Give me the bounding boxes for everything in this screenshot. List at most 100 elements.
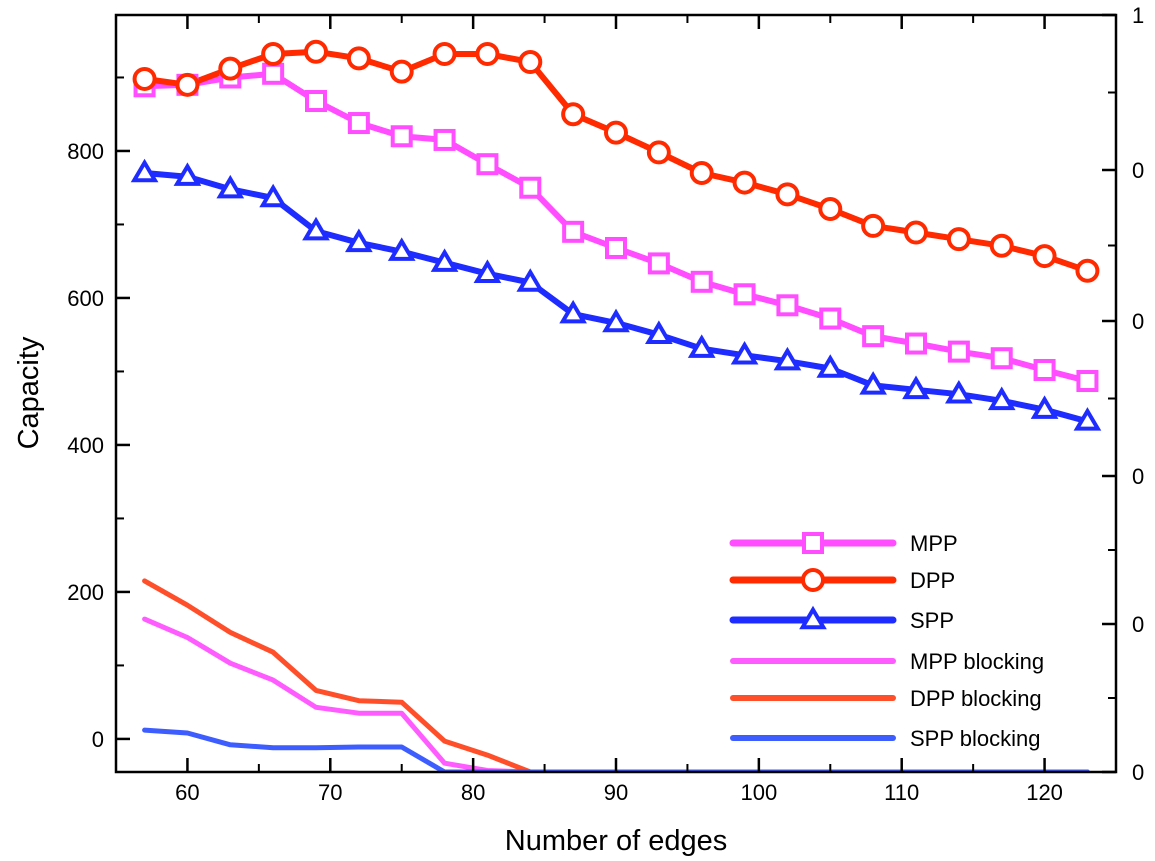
- data-point-spp: [859, 371, 887, 395]
- y-tick-label: 400: [67, 433, 104, 458]
- legend-marker-dpp: [801, 568, 825, 592]
- data-point-dpp: [346, 46, 371, 71]
- data-point-spp: [902, 375, 930, 400]
- x-tick-label: 120: [1026, 780, 1063, 805]
- data-point-mpp: [905, 332, 927, 355]
- data-point-spp: [302, 216, 330, 241]
- data-point-spp: [130, 158, 159, 183]
- x-axis-title: Number of edges: [505, 825, 727, 857]
- data-point-dpp: [175, 72, 200, 97]
- data-point-spp: [387, 237, 416, 261]
- y-tick-label: 800: [67, 139, 104, 164]
- legend-label-mpp-blocking: MPP blocking: [910, 649, 1044, 674]
- data-point-mpp: [819, 307, 842, 330]
- data-point-dpp: [132, 66, 157, 91]
- data-point-mpp: [476, 153, 499, 176]
- data-point-dpp: [389, 59, 414, 84]
- data-point-dpp: [604, 120, 628, 145]
- legend: MPP DPP SPP MPP blocking DPP blocking SPP blo…: [729, 531, 1044, 751]
- data-point-dpp: [689, 161, 714, 186]
- series-line-mpp-blocking: [142, 616, 1090, 772]
- legend-label-spp-blocking: SPP blocking: [910, 726, 1040, 751]
- data-point-dpp: [732, 170, 757, 195]
- data-point-spp: [173, 162, 202, 186]
- y-tick-label: 200: [67, 580, 104, 605]
- data-point-mpp: [733, 283, 756, 306]
- ticks-layer: [115, 13, 1117, 774]
- data-point-spp: [730, 340, 759, 365]
- data-point-spp: [216, 174, 245, 199]
- data-point-dpp: [304, 39, 328, 64]
- data-point-spp: [987, 386, 1016, 411]
- series-line-dpp-blocking: [142, 578, 1090, 772]
- right-tick-label: 0: [1132, 309, 1144, 334]
- data-point-dpp: [261, 41, 286, 66]
- data-point-mpp: [347, 112, 370, 135]
- data-point-mpp: [776, 294, 799, 317]
- series-layer: [130, 39, 1102, 772]
- data-point-mpp: [390, 125, 413, 148]
- right-tick-label: 0: [1132, 158, 1144, 183]
- data-point-mpp: [1076, 370, 1099, 393]
- data-point-dpp: [646, 140, 671, 165]
- data-point-dpp: [475, 41, 500, 66]
- data-point-spp: [645, 320, 673, 344]
- data-point-dpp: [818, 197, 843, 222]
- x-tick-label: 60: [175, 780, 199, 805]
- data-point-mpp: [690, 270, 713, 293]
- data-point-mpp: [947, 340, 970, 363]
- x-tick-label: 80: [461, 780, 485, 805]
- legend-label-dpp: DPP: [910, 568, 955, 593]
- data-point-mpp: [605, 236, 627, 259]
- legend-label-dpp-blocking: DPP blocking: [910, 686, 1042, 711]
- data-point-dpp: [861, 213, 886, 238]
- data-point-mpp: [519, 176, 542, 199]
- data-point-spp: [687, 334, 716, 358]
- data-point-dpp: [1032, 244, 1057, 269]
- x-tick-label: 110: [884, 780, 919, 805]
- legend-label-spp: SPP: [910, 608, 954, 633]
- data-point-mpp: [1033, 358, 1056, 381]
- series-line-mpp: [141, 70, 1091, 384]
- data-point-mpp: [647, 252, 670, 275]
- data-point-spp: [816, 354, 845, 378]
- data-point-dpp: [989, 233, 1014, 258]
- right-tick-label: 0: [1132, 760, 1144, 785]
- series-line-spp: [141, 170, 1091, 425]
- data-point-spp: [259, 183, 287, 208]
- x-tick-label: 70: [318, 780, 342, 805]
- data-point-dpp: [946, 227, 971, 252]
- right-tick-label: 0: [1132, 612, 1144, 637]
- data-point-mpp: [990, 347, 1013, 370]
- data-point-dpp: [561, 102, 586, 127]
- data-point-spp: [773, 346, 802, 371]
- data-point-dpp: [1075, 258, 1100, 283]
- data-point-spp: [945, 379, 973, 404]
- data-point-dpp: [218, 56, 243, 81]
- y-axis-title: Capacity: [13, 336, 45, 449]
- y-tick-label: 600: [67, 286, 104, 311]
- x-tick-label: 100: [740, 780, 777, 805]
- data-point-spp: [430, 248, 459, 272]
- data-point-spp: [516, 268, 545, 292]
- data-point-mpp: [262, 62, 285, 85]
- data-point-mpp: [862, 325, 885, 348]
- x-tick-label: 90: [604, 780, 628, 805]
- data-point-spp: [473, 259, 502, 283]
- legend-marker-mpp: [802, 532, 824, 554]
- data-point-mpp: [433, 128, 456, 151]
- data-point-spp: [1073, 407, 1102, 431]
- series-line-spp-blocking: [142, 727, 1090, 772]
- data-point-spp: [1030, 395, 1059, 419]
- data-point-spp: [559, 299, 587, 324]
- data-point-dpp: [904, 220, 928, 245]
- data-point-spp: [602, 308, 630, 333]
- data-point-spp: [345, 228, 373, 253]
- y-tick-label: 0: [92, 727, 104, 752]
- data-point-mpp: [562, 220, 585, 243]
- legend-label-mpp: MPP: [910, 531, 958, 556]
- data-point-mpp: [305, 89, 327, 112]
- legend-marker-spp: [799, 605, 827, 630]
